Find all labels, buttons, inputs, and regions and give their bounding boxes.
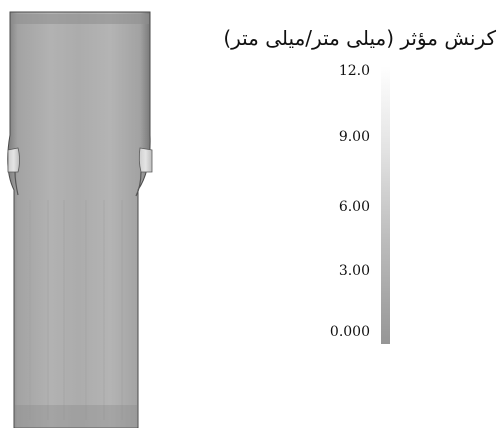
right-transition-edge — [135, 171, 142, 197]
scale-tick-label: 9.00 — [338, 129, 370, 145]
scale-tick-label: 6.00 — [338, 199, 370, 215]
grain-lines — [29, 200, 123, 420]
left-transition-edge — [14, 171, 19, 196]
top-shadow-band — [11, 14, 149, 24]
tube-body — [7, 11, 151, 428]
legend-title: کرنش مؤثر (میلی متر/میلی متر) — [223, 26, 496, 50]
left-flange — [7, 147, 20, 173]
scale-tick-label: 0.000 — [329, 324, 370, 340]
bottom-shadow-band — [15, 405, 137, 428]
right-flange — [138, 147, 153, 173]
scale-tick-label: 3.00 — [338, 263, 370, 279]
color-scale-bar — [381, 66, 390, 344]
scale-tick-label: 12.0 — [338, 63, 370, 79]
